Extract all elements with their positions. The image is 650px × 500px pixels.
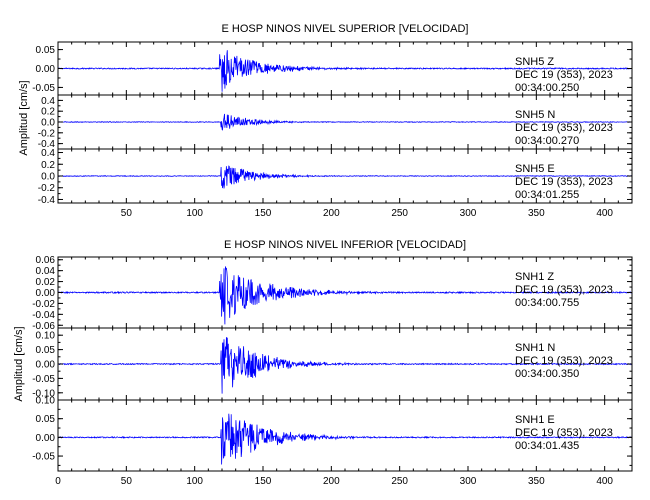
y-tick-label: -0.02 — [32, 299, 55, 310]
date-label: DEC 19 (353), 2023 — [515, 355, 613, 367]
y-tick-label: 0.2 — [41, 160, 55, 171]
time-label: 00:34:00.270 — [515, 135, 579, 147]
x-tick-label: 150 — [255, 476, 272, 487]
y-tick-label: 0.4 — [41, 148, 55, 159]
x-tick-label: 400 — [596, 208, 613, 219]
y-tick-label: 0.06 — [36, 255, 56, 266]
chart-title-inferior: E HOSP NINOS NIVEL INFERIOR [VELOCIDAD] — [224, 239, 466, 251]
station-component-label: SNH5 Z — [515, 56, 554, 68]
y-tick-label: -0.2 — [38, 183, 56, 194]
y-tick-label: 0.10 — [36, 396, 56, 407]
y-tick-label: 0.00 — [36, 288, 56, 299]
y-tick-label: 0.05 — [36, 414, 56, 425]
x-tick-label: 50 — [121, 476, 133, 487]
y-tick-label: 0.0 — [41, 172, 55, 183]
x-tick-label: 300 — [460, 476, 477, 487]
y-axis-label-superior: Amplitud [cm/s] — [18, 80, 30, 155]
chart-section-inferior: E HOSP NINOS NIVEL INFERIOR [VELOCIDAD] … — [13, 239, 633, 487]
x-tick-label: 100 — [186, 208, 203, 219]
x-tick-label: 0 — [55, 476, 61, 487]
chart-title-superior: E HOSP NINOS NIVEL SUPERIOR [VELOCIDAD] — [222, 23, 469, 35]
station-component-label: SNH5 N — [515, 109, 555, 121]
x-tick-label: 350 — [528, 476, 545, 487]
y-tick-label: -0.06 — [32, 321, 55, 332]
waveform-trace — [57, 337, 632, 394]
waveform-trace — [57, 413, 632, 465]
station-component-label: SNH1 E — [515, 414, 555, 426]
station-component-label: SNH1 Z — [515, 271, 554, 283]
time-label: 00:34:00.250 — [515, 82, 579, 94]
time-label: 00:34:01.255 — [515, 189, 579, 201]
station-component-label: SNH5 E — [515, 163, 555, 175]
y-tick-label: 0.04 — [36, 266, 56, 277]
waveform-trace — [57, 50, 632, 92]
time-label: 00:34:00.755 — [515, 297, 579, 309]
x-tick-label: 400 — [596, 476, 613, 487]
y-tick-label: 0.00 — [36, 64, 56, 75]
y-tick-label: 0.10 — [36, 331, 56, 342]
y-tick-label: 0.4 — [41, 96, 55, 107]
date-label: DEC 19 (353), 2023 — [515, 176, 613, 188]
trace-panel-snh1-z: 0.060.040.020.00-0.02-0.04-0.06 SNH1 ZDEC… — [32, 255, 633, 332]
y-tick-label: 0.2 — [41, 107, 55, 118]
y-tick-label: 0.00 — [36, 433, 56, 444]
x-tick-label: 300 — [460, 208, 477, 219]
y-tick-label: -0.10 — [32, 388, 55, 399]
x-tick-label: 200 — [323, 476, 340, 487]
date-label: DEC 19 (353), 2023 — [515, 122, 613, 134]
chart-section-superior: E HOSP NINOS NIVEL SUPERIOR [VELOCIDAD] … — [18, 23, 633, 219]
x-tick-label: 50 — [121, 208, 133, 219]
y-tick-label: -0.2 — [38, 128, 56, 139]
x-tick-label: 150 — [255, 208, 272, 219]
y-tick-label: -0.05 — [32, 452, 55, 463]
station-component-label: SNH1 N — [515, 342, 555, 354]
y-tick-label: -0.05 — [32, 374, 55, 385]
y-tick-label: 0.05 — [36, 345, 56, 356]
time-label: 00:34:01.435 — [515, 440, 579, 452]
y-tick-label: -0.4 — [38, 195, 56, 206]
y-tick-label: 0.00 — [36, 360, 56, 371]
x-tick-label: 250 — [391, 476, 408, 487]
y-tick-label: 0.05 — [36, 45, 56, 56]
time-label: 00:34:00.350 — [515, 368, 579, 380]
date-label: DEC 19 (353), 2023 — [515, 427, 613, 439]
date-label: DEC 19 (353), 2023 — [515, 69, 613, 81]
y-tick-label: -0.05 — [32, 83, 55, 94]
x-tick-label: 100 — [186, 476, 203, 487]
date-label: DEC 19 (353), 2023 — [515, 284, 613, 296]
x-tick-label: 200 — [323, 208, 340, 219]
y-tick-label: -0.04 — [32, 310, 55, 321]
y-axis-label-inferior: Amplitud [cm/s] — [13, 326, 25, 401]
waveform-trace — [58, 113, 632, 131]
y-tick-label: -0.4 — [38, 139, 56, 150]
waveform-trace — [57, 266, 632, 325]
y-tick-label: 0.02 — [36, 277, 56, 288]
x-tick-label: 350 — [528, 208, 545, 219]
waveform-trace — [57, 165, 632, 189]
x-tick-label: 250 — [391, 208, 408, 219]
y-tick-label: 0.0 — [41, 118, 55, 129]
